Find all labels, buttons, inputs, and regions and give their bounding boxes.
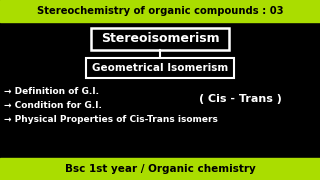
Bar [86,58,234,78]
Text: → Condition for G.I.: → Condition for G.I. [4,102,102,111]
Text: Bsc 1st year / Organic chemistry: Bsc 1st year / Organic chemistry [65,164,255,174]
Text: ( Cis - Trans ): ( Cis - Trans ) [199,94,281,104]
Bar [91,28,229,50]
Bar [0,158,320,180]
Text: → Physical Properties of Cis-Trans isomers: → Physical Properties of Cis-Trans isome… [4,116,218,125]
Text: Stereochemistry of organic compounds : 03: Stereochemistry of organic compounds : 0… [37,6,283,16]
Text: Geometrical Isomerism: Geometrical Isomerism [92,63,228,73]
Text: Stereoisomerism: Stereoisomerism [101,33,219,46]
Text: → Definition of G.I.: → Definition of G.I. [4,87,99,96]
Bar [0,0,320,22]
